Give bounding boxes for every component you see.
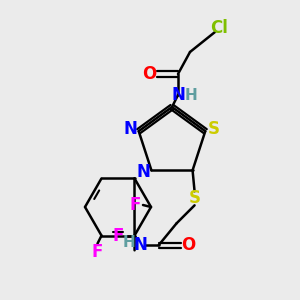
Text: F: F [129,196,141,214]
Text: H: H [122,235,135,250]
Text: O: O [182,236,196,254]
Text: S: S [207,120,219,138]
Text: F: F [92,243,103,261]
Text: S: S [189,189,201,207]
Text: N: N [171,86,185,104]
Text: Cl: Cl [210,19,228,37]
Text: H: H [184,88,197,103]
Text: N: N [124,120,138,138]
Text: O: O [142,65,156,83]
Text: N: N [136,163,150,181]
Text: N: N [134,236,148,254]
Text: F: F [113,226,124,244]
